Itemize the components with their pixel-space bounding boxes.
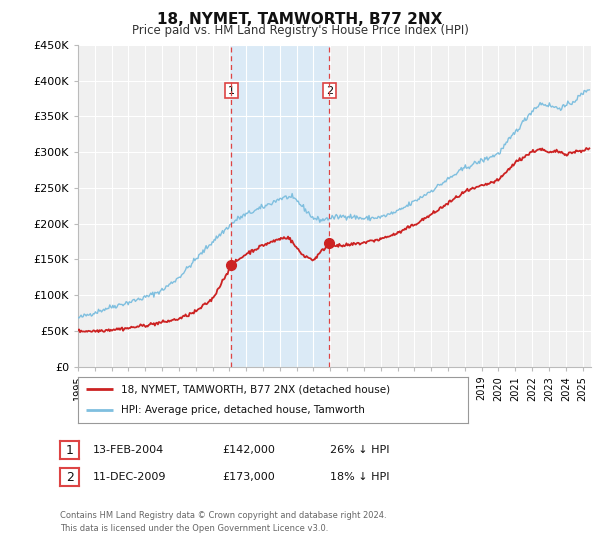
Text: 18% ↓ HPI: 18% ↓ HPI — [330, 472, 389, 482]
Text: 13-FEB-2004: 13-FEB-2004 — [93, 445, 164, 455]
Text: £173,000: £173,000 — [222, 472, 275, 482]
Text: This data is licensed under the Open Government Licence v3.0.: This data is licensed under the Open Gov… — [60, 524, 328, 533]
Bar — [232, 45, 329, 367]
Text: 18, NYMET, TAMWORTH, B77 2NX (detached house): 18, NYMET, TAMWORTH, B77 2NX (detached h… — [121, 384, 390, 394]
Text: 11-DEC-2009: 11-DEC-2009 — [93, 472, 167, 482]
Text: Contains HM Land Registry data © Crown copyright and database right 2024.: Contains HM Land Registry data © Crown c… — [60, 511, 386, 520]
Text: 2: 2 — [326, 86, 333, 96]
Text: 18, NYMET, TAMWORTH, B77 2NX: 18, NYMET, TAMWORTH, B77 2NX — [157, 12, 443, 27]
Text: 2: 2 — [65, 470, 74, 484]
Text: HPI: Average price, detached house, Tamworth: HPI: Average price, detached house, Tamw… — [121, 405, 365, 416]
Text: £142,000: £142,000 — [222, 445, 275, 455]
Text: Price paid vs. HM Land Registry's House Price Index (HPI): Price paid vs. HM Land Registry's House … — [131, 24, 469, 36]
Text: 1: 1 — [65, 444, 74, 457]
Text: 26% ↓ HPI: 26% ↓ HPI — [330, 445, 389, 455]
Text: 1: 1 — [228, 86, 235, 96]
